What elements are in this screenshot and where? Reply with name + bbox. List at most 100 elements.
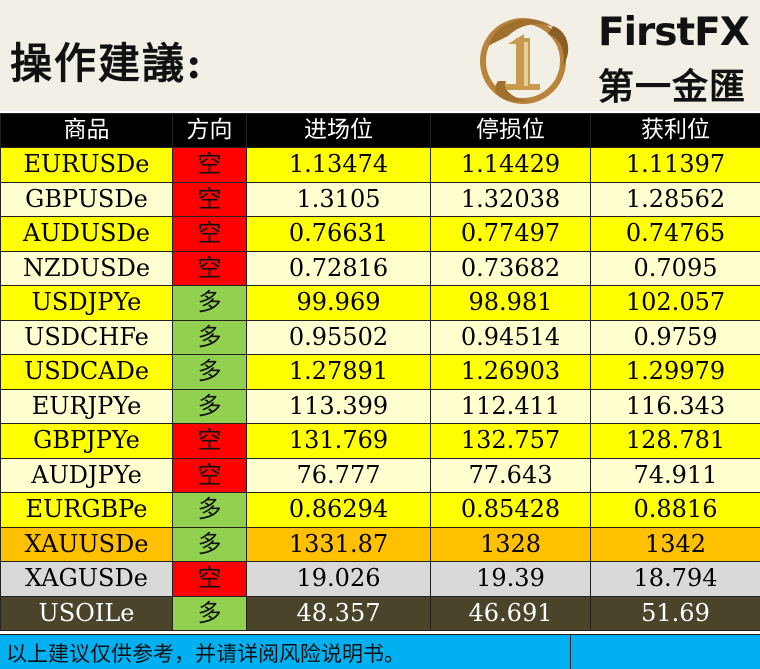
table-row: XAGUSDe 空 19.026 19.39 18.794 bbox=[1, 562, 760, 597]
table-row: EURUSDe 空 1.13474 1.14429 1.11397 bbox=[1, 148, 760, 183]
column-header-direction: 方向 bbox=[173, 114, 247, 148]
target-cell: 18.794 bbox=[591, 562, 760, 597]
direction-cell: 空 bbox=[173, 251, 247, 286]
target-cell: 1342 bbox=[591, 527, 760, 562]
entry-cell: 113.399 bbox=[247, 389, 431, 424]
table-row: EURJPYe 多 113.399 112.411 116.343 bbox=[1, 389, 760, 424]
entry-cell: 48.357 bbox=[247, 596, 431, 631]
column-header-target: 获利位 bbox=[591, 114, 760, 148]
stop-cell: 0.85428 bbox=[431, 493, 591, 528]
entry-cell: 1.27891 bbox=[247, 355, 431, 390]
stop-cell: 132.757 bbox=[431, 424, 591, 459]
symbol-cell: GBPUSDe bbox=[1, 182, 173, 217]
target-cell: 0.8816 bbox=[591, 493, 760, 528]
stop-cell: 1.32038 bbox=[431, 182, 591, 217]
table-row: XAUUSDe 多 1331.87 1328 1342 bbox=[1, 527, 760, 562]
target-cell: 0.9759 bbox=[591, 320, 760, 355]
symbol-cell: AUDUSDe bbox=[1, 217, 173, 252]
entry-cell: 0.76631 bbox=[247, 217, 431, 252]
table-row: GBPJPYe 空 131.769 132.757 128.781 bbox=[1, 424, 760, 459]
table-row: GBPUSDe 空 1.3105 1.32038 1.28562 bbox=[1, 182, 760, 217]
stop-cell: 0.77497 bbox=[431, 217, 591, 252]
symbol-cell: XAGUSDe bbox=[1, 562, 173, 597]
entry-cell: 0.86294 bbox=[247, 493, 431, 528]
direction-cell: 多 bbox=[173, 320, 247, 355]
dragon-logo-icon bbox=[468, 6, 578, 106]
target-cell: 1.28562 bbox=[591, 182, 760, 217]
stop-cell: 0.73682 bbox=[431, 251, 591, 286]
symbol-cell: GBPJPYe bbox=[1, 424, 173, 459]
stop-cell: 1328 bbox=[431, 527, 591, 562]
entry-cell: 131.769 bbox=[247, 424, 431, 459]
entry-cell: 99.969 bbox=[247, 286, 431, 321]
page-title: 操作建議: bbox=[10, 30, 204, 91]
direction-cell: 空 bbox=[173, 458, 247, 493]
header: 操作建議: FirstFX 第一金匯 bbox=[0, 0, 760, 111]
direction-cell: 空 bbox=[173, 217, 247, 252]
stop-cell: 112.411 bbox=[431, 389, 591, 424]
table-header-row: 商品 方向 进场位 停损位 获利位 bbox=[1, 114, 760, 148]
target-cell: 116.343 bbox=[591, 389, 760, 424]
table-row: NZDUSDe 空 0.72816 0.73682 0.7095 bbox=[1, 251, 760, 286]
direction-cell: 空 bbox=[173, 562, 247, 597]
table-row: AUDUSDe 空 0.76631 0.77497 0.74765 bbox=[1, 217, 760, 252]
direction-cell: 多 bbox=[173, 389, 247, 424]
symbol-cell: USDCHFe bbox=[1, 320, 173, 355]
direction-cell: 多 bbox=[173, 286, 247, 321]
target-cell: 74.911 bbox=[591, 458, 760, 493]
direction-cell: 多 bbox=[173, 527, 247, 562]
direction-cell: 空 bbox=[173, 424, 247, 459]
footer-divider bbox=[570, 635, 571, 669]
stop-cell: 0.94514 bbox=[431, 320, 591, 355]
symbol-cell: NZDUSDe bbox=[1, 251, 173, 286]
symbol-cell: USDCADe bbox=[1, 355, 173, 390]
symbol-cell: XAUUSDe bbox=[1, 527, 173, 562]
entry-cell: 76.777 bbox=[247, 458, 431, 493]
stop-cell: 46.691 bbox=[431, 596, 591, 631]
stop-cell: 19.39 bbox=[431, 562, 591, 597]
target-cell: 1.29979 bbox=[591, 355, 760, 390]
table-row: EURGBPe 多 0.86294 0.85428 0.8816 bbox=[1, 493, 760, 528]
direction-cell: 空 bbox=[173, 148, 247, 183]
target-cell: 0.7095 bbox=[591, 251, 760, 286]
target-cell: 102.057 bbox=[591, 286, 760, 321]
disclaimer-bar: 以上建议仅供参考，并请详阅风险说明书。 bbox=[0, 634, 760, 669]
entry-cell: 0.72816 bbox=[247, 251, 431, 286]
target-cell: 128.781 bbox=[591, 424, 760, 459]
stop-cell: 1.26903 bbox=[431, 355, 591, 390]
entry-cell: 1.13474 bbox=[247, 148, 431, 183]
symbol-cell: USOILe bbox=[1, 596, 173, 631]
target-cell: 1.11397 bbox=[591, 148, 760, 183]
stop-cell: 1.14429 bbox=[431, 148, 591, 183]
trade-advice-table: 商品 方向 进场位 停损位 获利位 EURUSDe 空 1.13474 1.14… bbox=[0, 113, 760, 631]
table-row: AUDJPYe 空 76.777 77.643 74.911 bbox=[1, 458, 760, 493]
table-row: USDJPYe 多 99.969 98.981 102.057 bbox=[1, 286, 760, 321]
symbol-cell: EURUSDe bbox=[1, 148, 173, 183]
stop-cell: 98.981 bbox=[431, 286, 591, 321]
target-cell: 0.74765 bbox=[591, 217, 760, 252]
column-header-entry: 进场位 bbox=[247, 114, 431, 148]
brand-name-cn: 第一金匯 bbox=[598, 58, 746, 110]
direction-cell: 多 bbox=[173, 355, 247, 390]
table-row: USDCADe 多 1.27891 1.26903 1.29979 bbox=[1, 355, 760, 390]
direction-cell: 多 bbox=[173, 493, 247, 528]
brand-name-en: FirstFX bbox=[598, 10, 749, 55]
stop-cell: 77.643 bbox=[431, 458, 591, 493]
column-header-stop: 停损位 bbox=[431, 114, 591, 148]
symbol-cell: AUDJPYe bbox=[1, 458, 173, 493]
table-row: USOILe 多 48.357 46.691 51.69 bbox=[1, 596, 760, 631]
direction-cell: 多 bbox=[173, 596, 247, 631]
entry-cell: 1331.87 bbox=[247, 527, 431, 562]
symbol-cell: USDJPYe bbox=[1, 286, 173, 321]
disclaimer-text: 以上建议仅供参考，并请详阅风险说明书。 bbox=[6, 638, 405, 668]
table-row: USDCHFe 多 0.95502 0.94514 0.9759 bbox=[1, 320, 760, 355]
direction-cell: 空 bbox=[173, 182, 247, 217]
symbol-cell: EURGBPe bbox=[1, 493, 173, 528]
target-cell: 51.69 bbox=[591, 596, 760, 631]
entry-cell: 1.3105 bbox=[247, 182, 431, 217]
entry-cell: 0.95502 bbox=[247, 320, 431, 355]
entry-cell: 19.026 bbox=[247, 562, 431, 597]
symbol-cell: EURJPYe bbox=[1, 389, 173, 424]
column-header-symbol: 商品 bbox=[1, 114, 173, 148]
